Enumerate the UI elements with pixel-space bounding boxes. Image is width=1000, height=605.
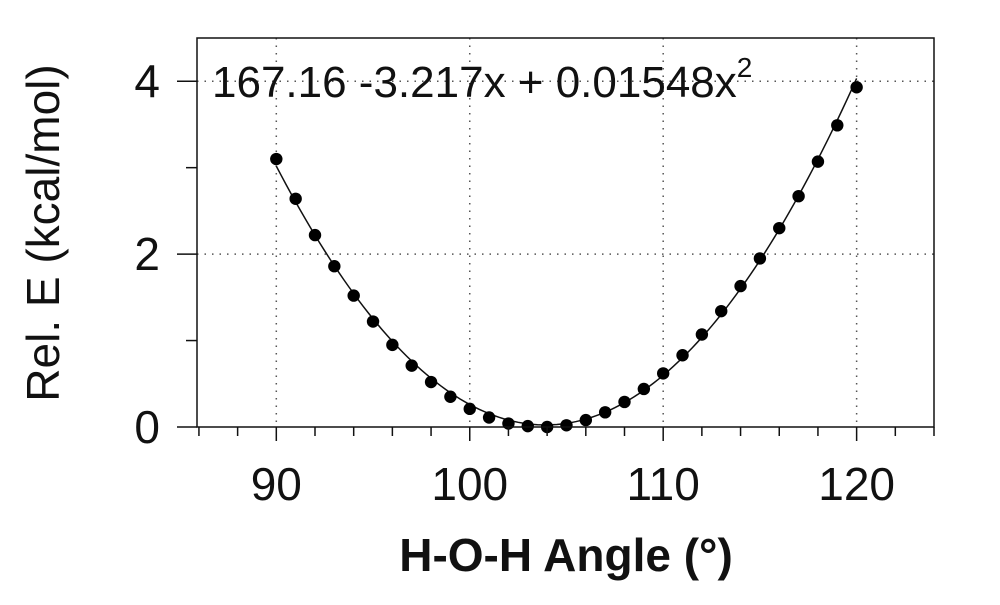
fit-equation: 167.16 -3.217x + 0.01548x2 [212,52,752,107]
ticks-layer: 90 100 110 120 0 2 4 [134,55,935,510]
x-tick-label: 110 [627,458,700,510]
data-point [618,395,631,409]
data-point [676,349,689,362]
data-point [289,192,302,205]
fit-curve [275,78,858,426]
fit-equation-exponent: 2 [737,52,753,83]
data-point [753,252,767,265]
data-point [424,375,438,389]
data-point [831,119,844,132]
data-point [405,359,418,372]
data-point [792,189,805,203]
data-point [656,367,670,380]
data-point [579,413,593,427]
data-point [637,382,651,396]
data-point [444,390,457,403]
y-tick-label: 4 [134,55,160,107]
data-point [734,279,747,293]
data-point [328,260,341,273]
x-tick-label: 120 [818,458,895,510]
y-tick-label: 0 [134,401,160,453]
data-point [521,419,534,433]
data-point [695,328,709,341]
fit-layer [275,78,858,426]
data-point [811,155,825,168]
data-point [850,81,863,94]
points-layer [270,81,863,434]
data-point [308,228,322,242]
y-tick-label: 2 [134,228,160,280]
x-tick-label: 90 [251,458,302,510]
y-axis-title: Rel. E (kcal/mol) [17,64,69,401]
data-point [715,304,728,318]
data-point [270,152,283,166]
data-point [386,338,399,352]
data-point [773,221,786,235]
data-point [366,315,380,328]
data-point [482,411,496,424]
x-axis-title: H-O-H Angle (°) [399,529,733,581]
x-tick-label: 100 [431,458,508,510]
data-point [463,402,476,416]
data-point [560,419,573,432]
data-point [347,289,360,302]
data-point [598,406,612,419]
plot-frame [196,37,935,428]
grid-layer [197,38,934,427]
